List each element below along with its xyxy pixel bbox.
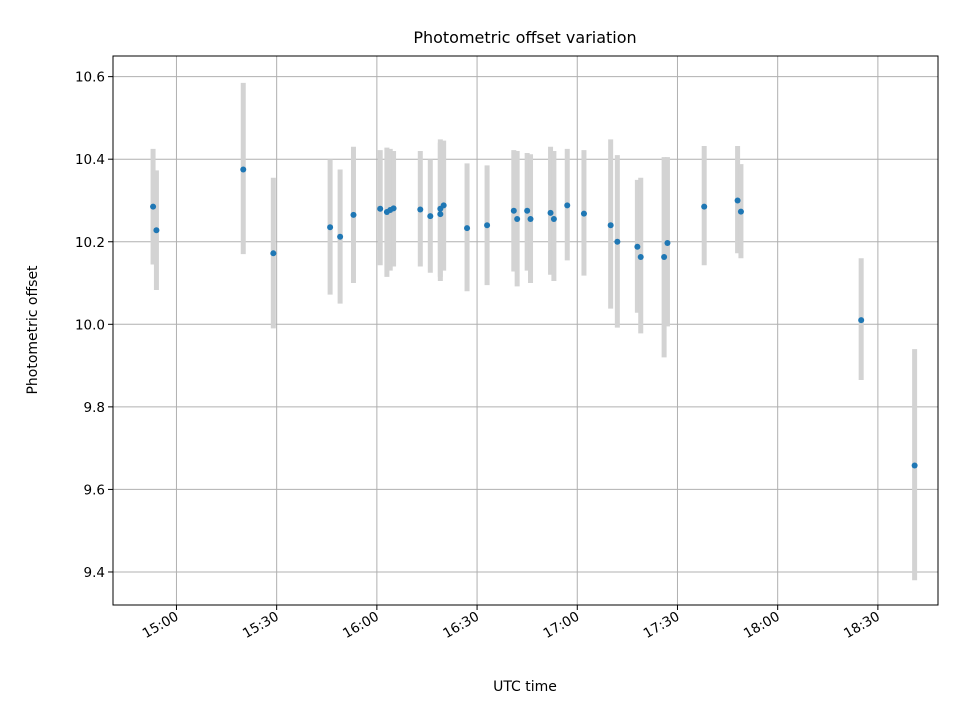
data-point <box>427 213 434 220</box>
data-point <box>614 238 621 245</box>
data-point <box>150 203 157 210</box>
data-point <box>550 216 557 223</box>
y-tick-label: 10.6 <box>75 70 105 86</box>
x-axis-label: UTC time <box>493 679 557 695</box>
data-point <box>270 250 277 257</box>
data-point <box>464 225 471 232</box>
data-points <box>150 166 918 469</box>
data-point <box>580 210 587 217</box>
data-point <box>484 222 491 229</box>
data-point <box>240 166 247 173</box>
y-tick-label: 10.2 <box>75 235 105 251</box>
data-point <box>607 222 614 229</box>
data-point <box>350 211 357 218</box>
data-point <box>664 239 671 246</box>
y-tick-label: 9.8 <box>84 400 105 416</box>
data-point <box>327 224 334 231</box>
data-point <box>564 202 571 209</box>
data-point <box>510 207 517 214</box>
y-tick-label: 9.6 <box>84 482 105 498</box>
y-tick-label: 9.4 <box>84 565 105 581</box>
data-point <box>390 205 397 212</box>
chart-title: Photometric offset variation <box>413 28 636 47</box>
data-point <box>153 227 160 234</box>
y-tick-label: 10.4 <box>75 152 105 168</box>
data-point <box>734 197 741 204</box>
data-point <box>377 205 384 212</box>
data-point <box>737 208 744 215</box>
data-point <box>524 207 531 214</box>
plot-frame <box>112 55 939 606</box>
data-point <box>634 243 641 250</box>
data-point <box>547 209 554 216</box>
data-point <box>417 206 424 213</box>
data-point <box>911 462 918 469</box>
data-point <box>337 233 344 240</box>
y-axis-ticks: 9.4 9.6 9.8 10.0 10.2 10.4 10.6 <box>75 70 113 581</box>
y-tick-label: 10.0 <box>75 317 105 333</box>
y-axis-label: Photometric offset <box>25 265 41 395</box>
data-point <box>701 203 708 210</box>
data-point <box>527 216 534 223</box>
data-point <box>858 317 865 324</box>
data-point <box>437 211 444 218</box>
data-point <box>440 202 447 209</box>
data-point <box>661 254 668 261</box>
data-point <box>514 216 521 223</box>
data-point <box>637 254 644 261</box>
